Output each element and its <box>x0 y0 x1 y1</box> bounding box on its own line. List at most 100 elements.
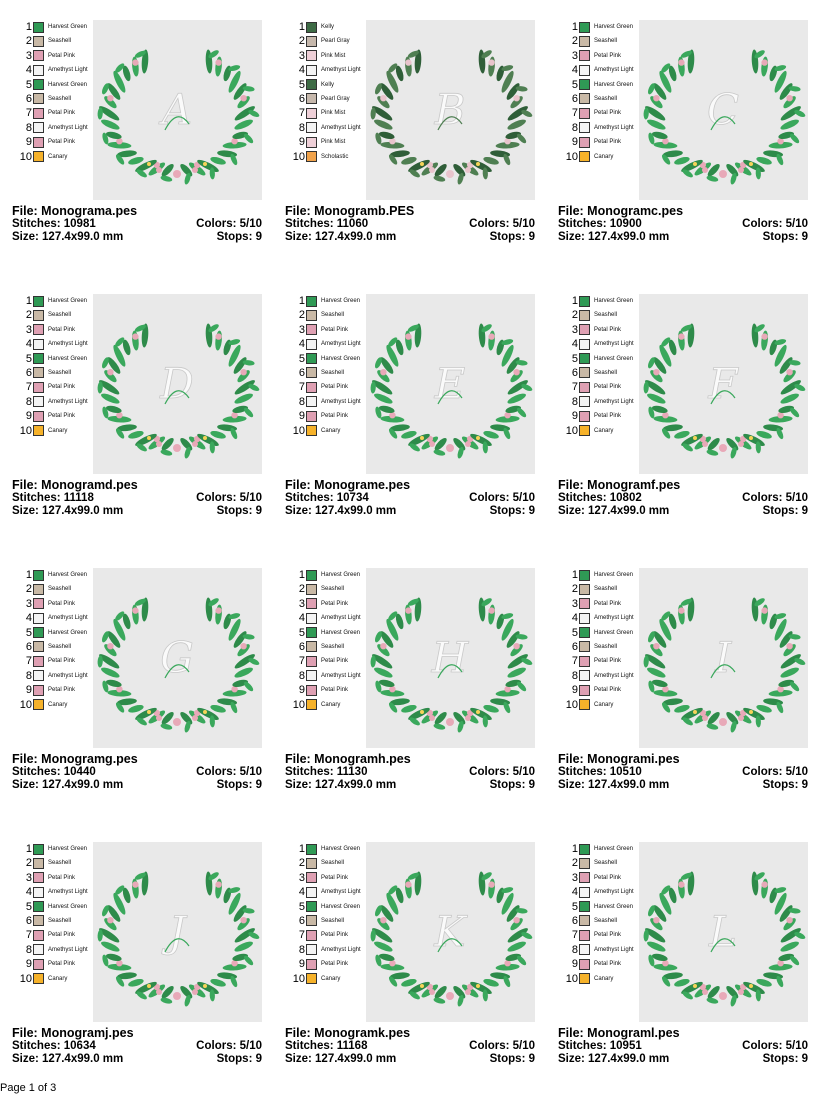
leaf <box>228 618 241 641</box>
flower <box>192 441 198 447</box>
leaf <box>135 433 157 446</box>
thread-name: Amethyst Light <box>48 889 88 896</box>
leaf <box>115 337 125 347</box>
thread-color-row: 4 Amethyst Light <box>12 611 92 625</box>
thread-name: Harvest Green <box>321 355 361 362</box>
thread-step-number: 5 <box>25 78 32 91</box>
leaf <box>234 667 253 678</box>
leaf <box>222 963 247 971</box>
design-preview: J <box>93 842 262 1022</box>
leaf <box>407 50 419 58</box>
leaf <box>228 339 241 346</box>
leaf <box>687 49 695 74</box>
flower <box>132 333 139 340</box>
thread-color-row: 8 Amethyst Light <box>12 121 92 135</box>
thread-color-row: 6 Pearl Gray <box>285 92 365 106</box>
leaf <box>141 49 149 74</box>
design-card: 1 Harvest Green 2 Seashell 3 Petal Pink 4 Ameth… <box>12 842 264 1092</box>
thread-name: Canary <box>321 701 341 708</box>
thread-step-number: 6 <box>25 92 32 105</box>
leaf <box>730 446 737 459</box>
thread-step-number: 2 <box>298 35 305 48</box>
thread-swatch <box>579 655 590 667</box>
thread-step-number: 2 <box>25 857 32 870</box>
thread-name: Petal Pink <box>321 961 349 968</box>
leaf <box>517 133 527 144</box>
thread-color-row: 10 Canary <box>285 424 365 438</box>
leaf <box>101 667 120 678</box>
flower <box>116 412 123 419</box>
bud <box>420 436 424 440</box>
thread-swatch <box>579 122 590 134</box>
thread-color-row: 8 Amethyst Light <box>12 943 92 957</box>
thread-step-number: 1 <box>571 295 578 307</box>
leaf <box>244 681 254 692</box>
thread-step-number: 5 <box>25 626 32 639</box>
leaf <box>653 415 678 423</box>
leaf <box>707 986 720 999</box>
leaf <box>184 446 191 459</box>
thread-swatch <box>306 872 317 884</box>
flower <box>446 444 454 452</box>
leaf <box>414 871 422 896</box>
leaf <box>794 109 806 118</box>
thread-name: Pearl Gray <box>321 95 350 102</box>
leaf <box>768 141 793 149</box>
flower <box>429 167 435 173</box>
thread-name: Amethyst Light <box>321 341 361 348</box>
leaf <box>102 132 109 145</box>
flower <box>116 138 123 145</box>
thread-step-number: 5 <box>298 78 305 91</box>
stop-count: Stops: 9 <box>489 231 535 243</box>
monogram-letter: C <box>707 85 739 134</box>
leaf <box>128 978 144 987</box>
design-info: File: Monogrami.pes Stitches: 10510 Colors… <box>558 753 810 792</box>
design-info: File: Monograml.pes Stitches: 10951 Colors… <box>558 1027 810 1066</box>
leaf <box>661 63 671 73</box>
bud <box>147 162 151 166</box>
thread-color-row: 8 Amethyst Light <box>285 669 365 683</box>
thread-swatch <box>33 641 44 653</box>
thread-color-row: 5 Harvest Green <box>285 900 365 914</box>
leaf <box>780 941 799 952</box>
flower <box>156 989 162 995</box>
leaf <box>680 598 692 606</box>
thread-step-number: 6 <box>25 914 32 927</box>
thread-swatch <box>579 699 590 711</box>
thread-step-number: 7 <box>25 929 32 942</box>
leaf <box>228 65 241 72</box>
thread-name: Petal Pink <box>48 600 76 607</box>
leaf <box>141 323 149 348</box>
leaf <box>662 698 683 706</box>
thread-color-list: 1 Harvest Green 2 Seashell 3 Petal Pink 4 Ameth… <box>558 294 638 438</box>
leaf <box>135 159 157 172</box>
bud <box>749 984 753 988</box>
thread-color-row: 7 Petal Pink <box>12 380 92 394</box>
thread-name: Harvest Green <box>48 355 88 362</box>
leaf <box>780 380 801 395</box>
leaf <box>161 438 174 451</box>
leaf <box>375 357 382 369</box>
thread-step-number: 7 <box>571 381 578 394</box>
thread-swatch <box>33 35 44 47</box>
thread-name: Harvest Green <box>321 298 361 304</box>
thread-color-row: 10 Canary <box>12 698 92 712</box>
thread-step-number: 4 <box>25 612 32 625</box>
thread-name: Petal Pink <box>48 874 76 881</box>
bud <box>749 436 753 440</box>
leaf <box>116 972 137 980</box>
leaf <box>122 887 131 904</box>
leaf <box>648 406 655 419</box>
design-info: File: Monogramc.pes Stitches: 10900 Colors… <box>558 205 810 244</box>
leaf <box>501 892 514 915</box>
leaf <box>661 702 671 713</box>
leaf <box>647 941 666 952</box>
design-preview: K <box>366 842 535 1022</box>
leaf <box>388 63 398 73</box>
thread-swatch <box>306 64 317 76</box>
thread-step-number: 10 <box>292 424 305 437</box>
thread-swatch <box>33 915 44 927</box>
leaf <box>370 655 376 668</box>
monogram-letter: J <box>161 907 188 956</box>
size-stops-row: Size: 127.4x99.0 mm Stops: 9 <box>558 505 810 518</box>
